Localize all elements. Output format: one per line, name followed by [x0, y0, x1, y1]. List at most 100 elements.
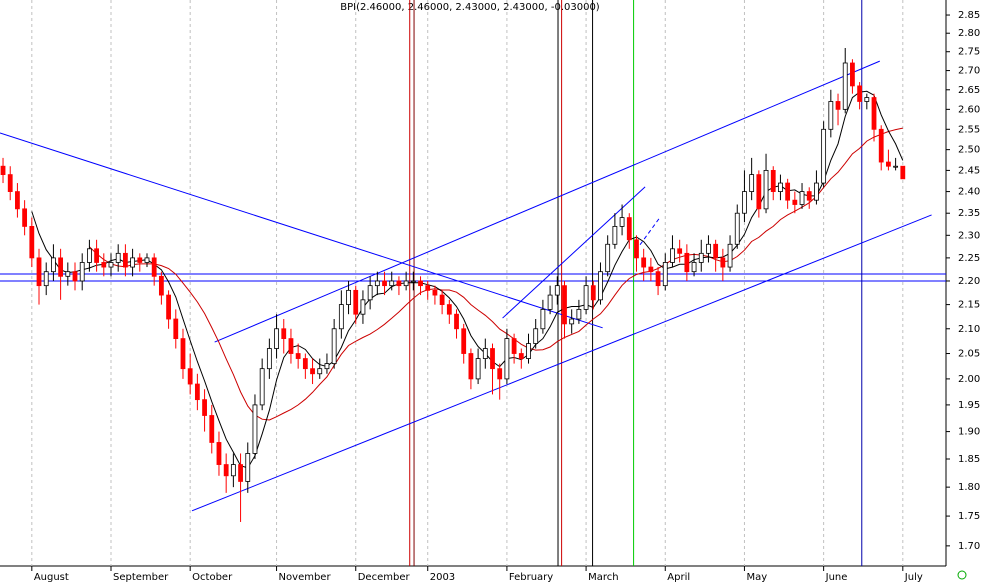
x-tick-label: August [34, 572, 69, 582]
candle-body [338, 304, 344, 330]
candle-body [763, 169, 769, 210]
candle-body [0, 165, 6, 176]
candle-body [79, 262, 85, 282]
candle-body [713, 243, 719, 259]
candle-body [7, 174, 13, 192]
y-tick-label: 1.75 [958, 511, 980, 522]
candle-body [367, 285, 373, 301]
candle-body [677, 248, 683, 254]
candle-body [144, 257, 150, 263]
candle-body [360, 299, 366, 315]
candle-body [886, 161, 891, 167]
candle-body [734, 212, 740, 245]
candle-body [209, 415, 215, 443]
candle-body [605, 243, 611, 273]
candle-body [900, 165, 906, 180]
candle-body [720, 257, 726, 268]
y-tick-label: 2.60 [958, 104, 980, 115]
candle-body [396, 280, 402, 287]
candle-body [58, 257, 64, 277]
candle-body [187, 368, 193, 385]
candle-body [504, 338, 510, 380]
y-tick-label: 2.85 [958, 10, 980, 21]
candle-body [799, 191, 805, 205]
x-tick-label: July [904, 572, 923, 582]
candle-body [22, 208, 28, 227]
status-icon [957, 570, 967, 580]
candle-body [410, 280, 416, 283]
y-tick-label: 2.10 [958, 324, 980, 335]
candle-body [475, 358, 481, 380]
trendline [191, 214, 932, 512]
x-tick-label: November [279, 572, 332, 582]
candle-body [850, 62, 855, 87]
candle-body [626, 217, 632, 241]
candle-body [43, 271, 49, 287]
candle-body [698, 252, 704, 263]
candle-body [94, 248, 100, 263]
candle-body [36, 257, 42, 287]
candle-body [482, 348, 488, 359]
candle-body [65, 271, 71, 277]
candle-body [576, 308, 582, 320]
candle-body [670, 248, 675, 263]
y-tick-label: 1.85 [958, 454, 980, 465]
y-tick-label: 2.05 [958, 349, 980, 360]
trendline [639, 217, 660, 246]
candle-body [166, 294, 171, 320]
candle-body [331, 328, 337, 364]
candle-body [346, 289, 351, 305]
y-tick-label: 2.65 [958, 85, 980, 96]
x-tick-label: December [358, 572, 411, 582]
candle-body [238, 464, 243, 482]
candle-body [835, 101, 841, 110]
candle-body [569, 318, 575, 325]
candle-body [51, 257, 56, 273]
candle-body [490, 348, 495, 370]
candle-body [382, 280, 387, 287]
candle-body [770, 169, 776, 192]
candle-body [425, 285, 431, 291]
candle-body [87, 248, 92, 263]
candle-body [749, 174, 755, 192]
candle-body [266, 348, 272, 370]
candle-body [158, 275, 164, 296]
candle-body [842, 62, 848, 110]
candle-body [806, 191, 812, 201]
candle-body [792, 199, 798, 205]
candle-body [619, 217, 625, 227]
y-tick-label: 1.70 [958, 541, 980, 552]
candle-body [108, 262, 114, 268]
candle-body [497, 368, 503, 380]
candle-body [828, 101, 834, 130]
candle-body [418, 280, 423, 287]
candle-body [785, 182, 791, 201]
candle-body [216, 442, 222, 465]
candle-body [756, 174, 762, 210]
candle-body [814, 182, 819, 201]
y-tick-label: 2.75 [958, 47, 980, 58]
y-tick-label: 2.50 [958, 145, 980, 156]
candle-body [101, 262, 107, 268]
candle-body [526, 343, 531, 359]
candle-body [281, 328, 287, 340]
trendline [0, 132, 603, 329]
candle-body [230, 464, 236, 477]
candle-body [706, 243, 711, 254]
candle-body [288, 338, 294, 354]
candle-body [446, 304, 452, 315]
candle-body [432, 289, 438, 296]
candle-body [72, 271, 78, 282]
candle-body [893, 165, 899, 168]
candle-body [245, 453, 251, 482]
candle-body [389, 280, 395, 287]
candle-body [684, 252, 690, 273]
moving-average [89, 127, 903, 421]
candle-body [115, 252, 121, 263]
candle-body [648, 266, 654, 273]
candle-body [310, 368, 315, 375]
candle-body [583, 285, 589, 310]
candle-body [223, 464, 229, 477]
